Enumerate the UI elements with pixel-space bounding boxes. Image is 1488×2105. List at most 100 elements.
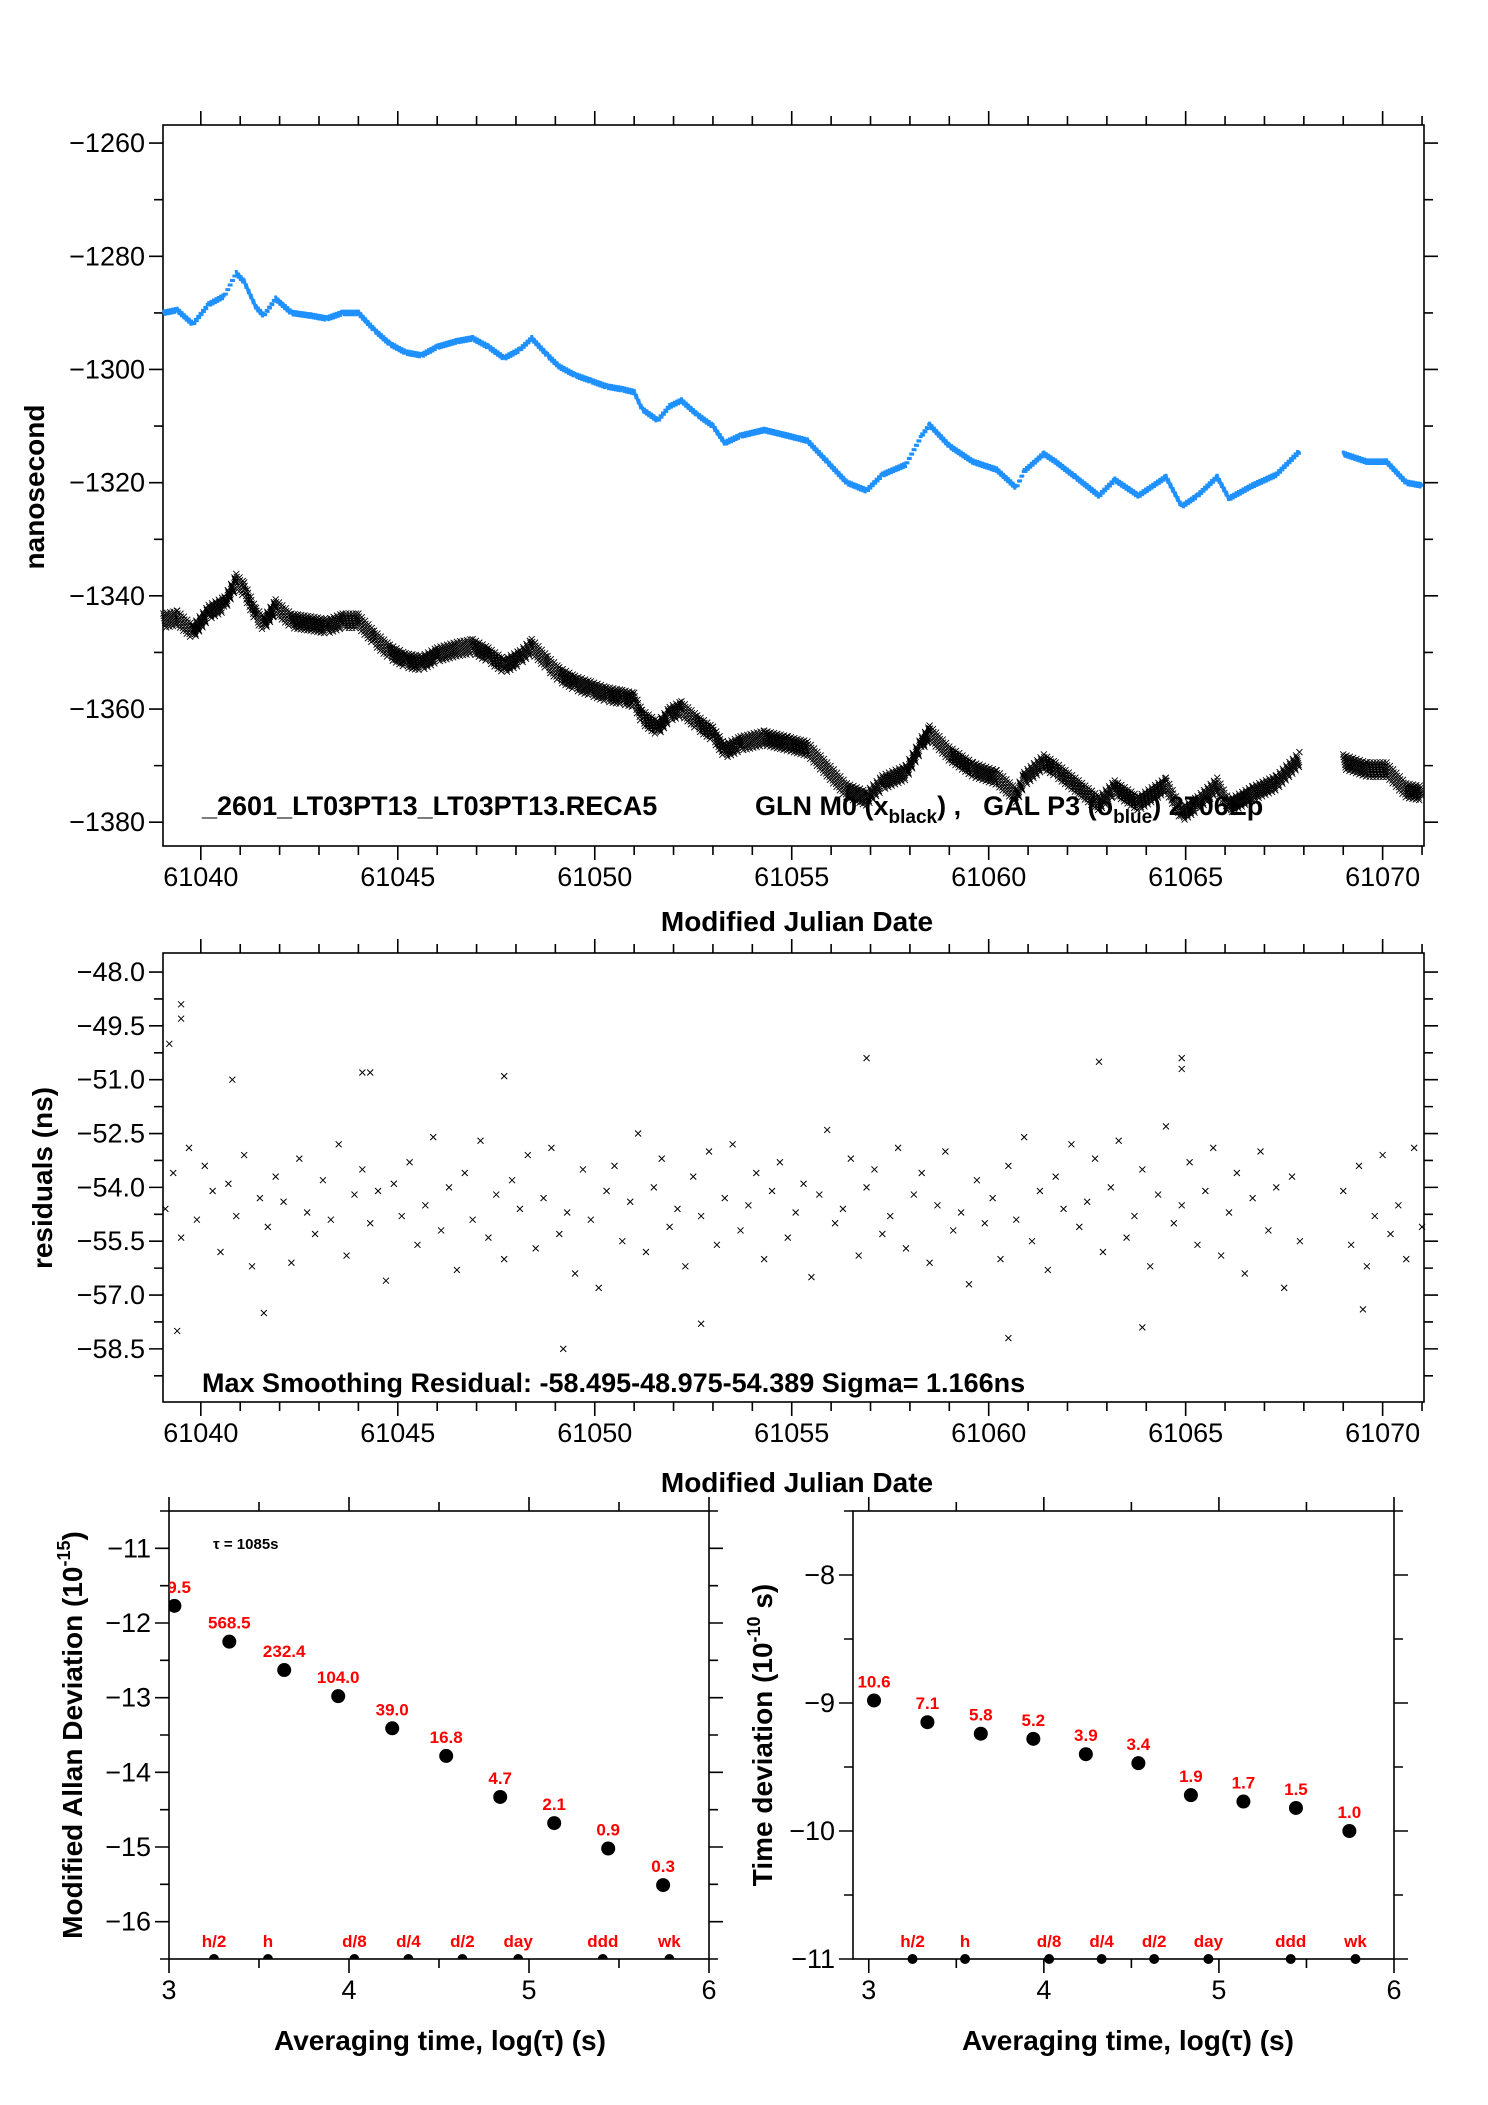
residual-point xyxy=(863,1184,870,1191)
black-series-points xyxy=(1402,780,1425,804)
blue-series-points xyxy=(805,437,829,464)
blue-series-points xyxy=(620,385,636,396)
y-tick-label: −1320 xyxy=(69,468,145,498)
deviation-point xyxy=(493,1789,508,1804)
blue-series-points xyxy=(573,371,592,384)
residual-point xyxy=(737,1227,744,1234)
residual-point xyxy=(713,1241,721,1249)
blue-series-points xyxy=(530,335,549,357)
residual-point xyxy=(162,1205,169,1213)
interval-marker-label: ddd xyxy=(587,1932,618,1951)
residual-point xyxy=(1410,1144,1418,1152)
x-axis-label: Averaging time, log(τ) (s) xyxy=(274,2025,606,2056)
residual-point xyxy=(626,1198,634,1206)
black-series-points xyxy=(189,604,212,639)
black-series-points xyxy=(288,610,314,635)
deviation-point xyxy=(277,1663,292,1678)
residual-point xyxy=(477,1137,484,1145)
y-axis-label-close: s) xyxy=(747,1584,778,1617)
plot-frame xyxy=(162,952,1425,1403)
blue-series-points xyxy=(656,405,671,422)
blue-series-points xyxy=(502,347,521,361)
residual-point xyxy=(847,1155,855,1163)
y-tick-label: −15 xyxy=(105,1832,151,1862)
residual-point xyxy=(1068,1140,1075,1148)
y-axis-label: Modified Allan Deviation (10-15) xyxy=(54,1531,88,1939)
interval-marker xyxy=(457,1954,468,1959)
interval-marker xyxy=(349,1954,360,1959)
residual-point xyxy=(445,1184,453,1191)
residual-point xyxy=(437,1227,445,1234)
black-series-points xyxy=(1135,775,1169,813)
residual-point xyxy=(839,1205,847,1213)
black-series-points xyxy=(500,648,523,676)
point-value-label: 2.1 xyxy=(542,1795,566,1814)
residual-point xyxy=(697,1320,705,1328)
x-tick-label: 61055 xyxy=(754,1418,829,1448)
black-series-points xyxy=(1383,759,1410,801)
residual-point xyxy=(1052,1173,1060,1180)
black-series-points xyxy=(1020,754,1047,788)
y-axis-label-close: ) xyxy=(57,1531,88,1540)
blue-series-points xyxy=(589,377,608,390)
residual-point xyxy=(768,1187,776,1195)
blue-series-points xyxy=(971,458,998,473)
blue-series-points xyxy=(1042,450,1057,465)
black-series-points xyxy=(945,743,976,780)
residual-point xyxy=(1012,1216,1020,1224)
residual-point xyxy=(579,1166,587,1173)
deviation-point xyxy=(1236,1794,1251,1809)
residual-point xyxy=(280,1198,287,1206)
blue-series-points xyxy=(1215,473,1231,501)
blue-series-points xyxy=(1073,473,1101,499)
interval-marker xyxy=(1285,1954,1296,1964)
deviation-point xyxy=(1288,1800,1303,1815)
interval-marker xyxy=(907,1954,918,1964)
blue-series-points xyxy=(191,302,210,326)
residual-point xyxy=(193,1216,201,1224)
blue-series-points xyxy=(242,278,257,310)
blue-series-points xyxy=(762,426,789,439)
blue-series-points xyxy=(1274,450,1301,477)
interval-marker xyxy=(960,1954,971,1964)
deviation-point xyxy=(1183,1788,1198,1803)
residual-point xyxy=(642,1248,650,1256)
allan-deviation-panel: Modified Allan Deviation (10-15) Averagi… xyxy=(54,1497,723,2056)
residual-point xyxy=(1107,1184,1115,1191)
residual-point xyxy=(1339,1187,1347,1195)
residual-point xyxy=(1363,1262,1371,1270)
y-tick-label: −1280 xyxy=(69,241,145,271)
residual-point xyxy=(595,1284,603,1292)
residual-point xyxy=(894,1144,902,1152)
blue-series-points xyxy=(739,427,766,439)
residual-point xyxy=(603,1187,610,1195)
residual-point xyxy=(398,1212,406,1220)
residual-point xyxy=(918,1169,926,1177)
y-tick-label: −58.5 xyxy=(77,1334,145,1364)
residual-point xyxy=(1178,1065,1186,1073)
blue-series-points xyxy=(605,383,624,393)
residual-point xyxy=(981,1219,989,1227)
residual-point xyxy=(949,1227,957,1234)
blue-series-points xyxy=(1341,450,1368,465)
residual-point xyxy=(548,1144,555,1152)
black-series-points xyxy=(240,579,259,621)
plot-frame xyxy=(852,1510,1395,1960)
residual-point xyxy=(185,1144,193,1152)
residual-point xyxy=(422,1201,429,1209)
residual-point xyxy=(571,1270,579,1277)
residual-point xyxy=(1099,1248,1107,1256)
point-value-label: 4.7 xyxy=(488,1769,512,1788)
blue-series-points xyxy=(404,349,423,359)
residual-point xyxy=(351,1191,358,1198)
interval-marker-label: d/4 xyxy=(396,1932,421,1951)
blue-series-points xyxy=(1385,458,1408,485)
point-value-label: 10.6 xyxy=(857,1672,890,1691)
point-value-label: 568.5 xyxy=(208,1614,251,1633)
y-tick-label: −14 xyxy=(105,1757,151,1787)
residual-point xyxy=(1241,1270,1249,1277)
black-series-points xyxy=(721,734,744,761)
chart-title: _2601_LT03PT13_LT03PT13.RECA5 xyxy=(201,791,657,821)
black-series-points xyxy=(418,645,441,673)
x-axis-label: Averaging time, log(τ) (s) xyxy=(962,2025,1294,2056)
